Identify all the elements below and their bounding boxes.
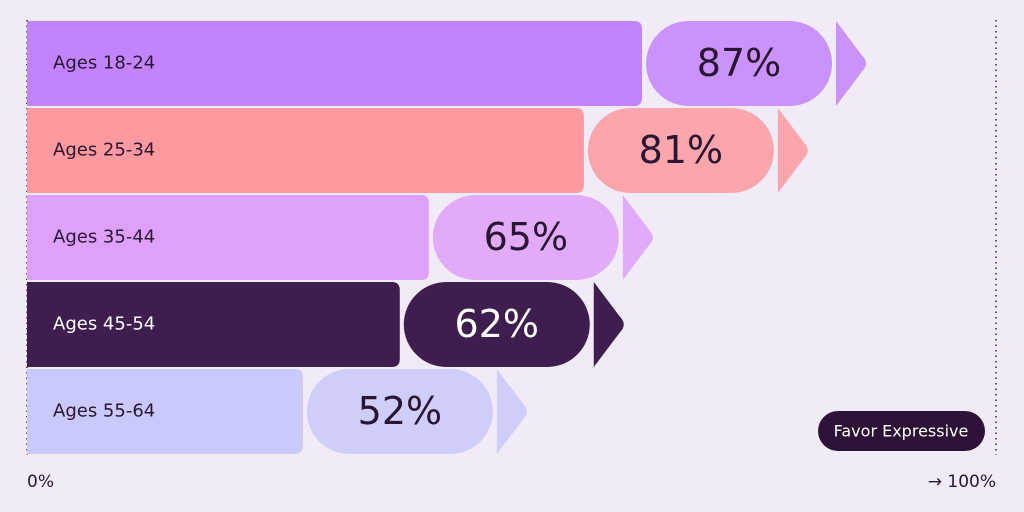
value-pill bbox=[403, 282, 590, 367]
x-tick-label: → 100% bbox=[928, 472, 996, 492]
category-label: Ages 25-34 bbox=[53, 140, 155, 161]
value-label: 87% bbox=[697, 41, 781, 85]
bar bbox=[27, 21, 643, 106]
value-arrow bbox=[777, 108, 808, 193]
value-pill bbox=[432, 195, 619, 280]
bar bbox=[27, 195, 429, 280]
value-pill bbox=[646, 21, 833, 106]
bar bbox=[27, 108, 584, 193]
value-arrow bbox=[836, 21, 867, 106]
value-label: 65% bbox=[484, 215, 568, 259]
x-tick-label: 0% bbox=[27, 472, 54, 492]
value-arrow bbox=[496, 369, 527, 454]
value-label: 62% bbox=[455, 302, 539, 346]
category-label: Ages 18-24 bbox=[53, 53, 155, 74]
value-pill bbox=[306, 369, 493, 454]
value-arrow bbox=[593, 282, 624, 367]
category-label: Ages 45-54 bbox=[53, 314, 155, 335]
category-label: Ages 35-44 bbox=[53, 227, 155, 248]
bar bbox=[27, 282, 400, 367]
value-label: 81% bbox=[639, 128, 723, 172]
value-pill bbox=[587, 108, 774, 193]
legend-pill bbox=[818, 411, 985, 451]
value-arrow bbox=[622, 195, 653, 280]
bar bbox=[27, 369, 303, 454]
legend-label: Favor Expressive bbox=[834, 422, 969, 441]
category-label: Ages 55-64 bbox=[53, 401, 155, 422]
value-label: 52% bbox=[358, 389, 442, 433]
